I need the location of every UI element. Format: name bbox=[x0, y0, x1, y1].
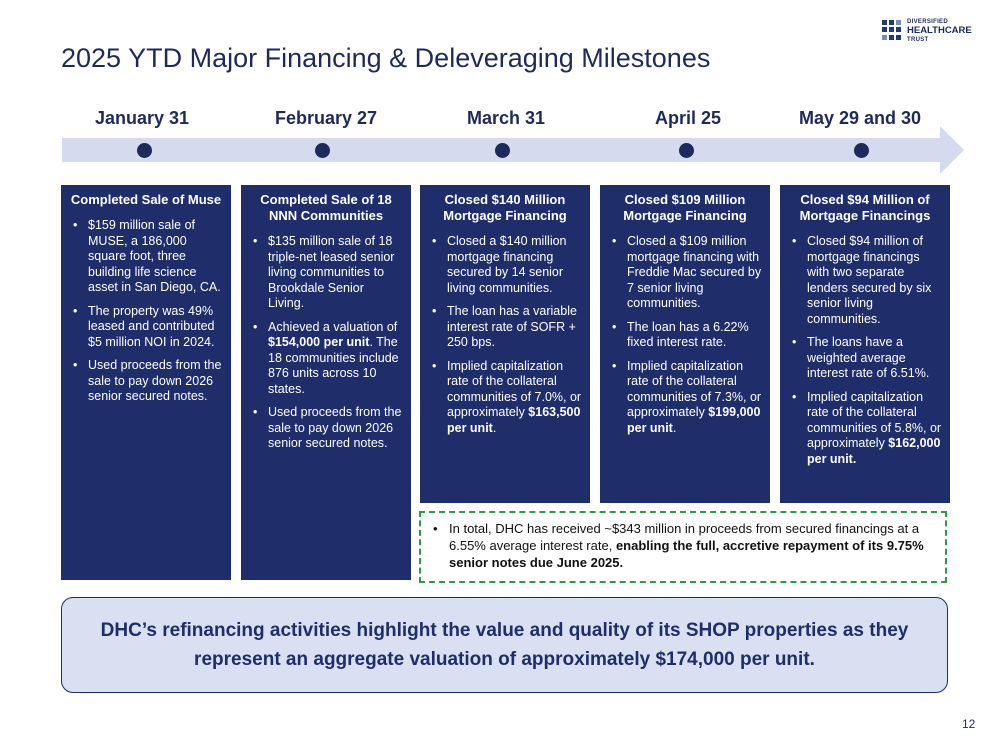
logo-wordmark: DIVERSIFIED HEALTHCARE TRUST bbox=[907, 19, 972, 43]
bullet-item: The loans have a weighted average intere… bbox=[788, 335, 942, 382]
milestone-card-muse-sale: Completed Sale of Muse $159 million sale… bbox=[61, 185, 231, 580]
milestone-card-94m-financing: Closed $94 Million of Mortgage Financing… bbox=[780, 185, 950, 503]
bullet-bold-text: $163,500 per unit bbox=[447, 405, 581, 435]
bullet-item: Closed a $109 million mortgage financing… bbox=[608, 234, 762, 312]
bullet-text: Implied capitalization rate of the colla… bbox=[807, 389, 942, 451]
bullet-text: Implied capitalization rate of the colla… bbox=[627, 358, 762, 420]
bullet-bold-text: $162,000 per unit. bbox=[807, 436, 941, 466]
card-title: Completed Sale of Muse bbox=[70, 192, 222, 207]
logo-line-3: TRUST bbox=[907, 36, 929, 43]
timeline-dot bbox=[679, 143, 694, 158]
logo-mark-icon bbox=[882, 20, 902, 40]
milestone-date-3: March 31 bbox=[466, 108, 546, 128]
card-title: Closed $140 Million Mortgage Financing bbox=[443, 192, 567, 223]
bullet-item: Used proceeds from the sale to pay down … bbox=[249, 405, 403, 452]
summary-plain-text: In total, DHC has received ~$343 million… bbox=[449, 521, 920, 553]
card-bullets: Closed $94 million of mortgage financing… bbox=[788, 234, 942, 467]
bullet-item: Closed a $140 million mortgage financing… bbox=[428, 234, 582, 296]
key-takeaway-text: DHC’s refinancing activities highlight t… bbox=[100, 620, 909, 670]
financing-summary-box: In total, DHC has received ~$343 million… bbox=[419, 511, 947, 583]
bullet-bold-text: $199,000 per unit bbox=[627, 405, 761, 435]
milestone-card-nnn-sale: Completed Sale of 18 NNN Communities $13… bbox=[241, 185, 411, 580]
bullet-bold-text: $154,000 per unit bbox=[268, 335, 370, 349]
timeline-dot bbox=[854, 143, 869, 158]
bullet-text: . bbox=[492, 420, 497, 435]
card-bullets: Closed a $109 million mortgage financing… bbox=[608, 234, 762, 436]
timeline-dot bbox=[495, 143, 510, 158]
company-logo: DIVERSIFIED HEALTHCARE TRUST bbox=[882, 19, 982, 45]
bullet-item: Achieved a valuation of $154,000 per uni… bbox=[249, 320, 403, 398]
summary-text: In total, DHC has received ~$343 million… bbox=[433, 520, 935, 571]
bullet-text: . bbox=[672, 420, 677, 435]
card-bullets: $135 million sale of 18 triple-net lease… bbox=[249, 234, 403, 452]
page-number: 12 bbox=[962, 717, 976, 731]
bullet-item: Closed $94 million of mortgage financing… bbox=[788, 234, 942, 327]
bullet-item: The loan has a 6.22% fixed interest rate… bbox=[608, 320, 762, 351]
card-title: Completed Sale of 18 NNN Communities bbox=[260, 192, 392, 223]
milestone-card-109m-financing: Closed $109 Million Mortgage Financing C… bbox=[600, 185, 770, 503]
timeline-dot bbox=[315, 143, 330, 158]
milestone-date-4: April 25 bbox=[654, 108, 722, 128]
bullet-text: Implied capitalization rate of the colla… bbox=[447, 358, 582, 420]
card-bullets: Closed a $140 million mortgage financing… bbox=[428, 234, 582, 436]
card-bullets: $159 million sale of MUSE, a 186,000 squ… bbox=[69, 218, 223, 405]
milestone-date-5: May 29 and 30 bbox=[798, 108, 922, 128]
key-takeaway-box: DHC’s refinancing activities highlight t… bbox=[61, 597, 948, 693]
bullet-text: . The 18 communities include 876 units a… bbox=[268, 335, 399, 396]
timeline-arrow-icon bbox=[940, 126, 964, 174]
milestone-date-2: February 27 bbox=[274, 108, 378, 128]
bullet-text: Achieved a valuation of bbox=[268, 319, 398, 334]
milestone-card-140m-financing: Closed $140 Million Mortgage Financing C… bbox=[420, 185, 590, 503]
milestone-date-1: January 31 bbox=[94, 108, 190, 128]
logo-line-1: DIVERSIFIED bbox=[907, 19, 948, 25]
page-title: 2025 YTD Major Financing & Deleveraging … bbox=[61, 43, 711, 73]
bullet-item: $159 million sale of MUSE, a 186,000 squ… bbox=[69, 218, 223, 296]
bullet-item: Implied capitalization rate of the colla… bbox=[608, 359, 762, 437]
bullet-item: $135 million sale of 18 triple-net lease… bbox=[249, 234, 403, 312]
timeline-dot bbox=[137, 143, 152, 158]
bullet-item: The property was 49% leased and contribu… bbox=[69, 304, 223, 351]
card-title: Closed $109 Million Mortgage Financing bbox=[623, 192, 747, 223]
bullet-item: Used proceeds from the sale to pay down … bbox=[69, 358, 223, 405]
bullet-item: Implied capitalization rate of the colla… bbox=[428, 359, 582, 437]
card-title: Closed $94 Million of Mortgage Financing… bbox=[799, 192, 931, 223]
bullet-item: The loan has a variable interest rate of… bbox=[428, 304, 582, 351]
summary-bold-text: enabling the full, accretive repayment o… bbox=[449, 538, 924, 570]
logo-line-2: HEALTHCARE bbox=[907, 25, 972, 36]
bullet-item: Implied capitalization rate of the colla… bbox=[788, 390, 942, 468]
